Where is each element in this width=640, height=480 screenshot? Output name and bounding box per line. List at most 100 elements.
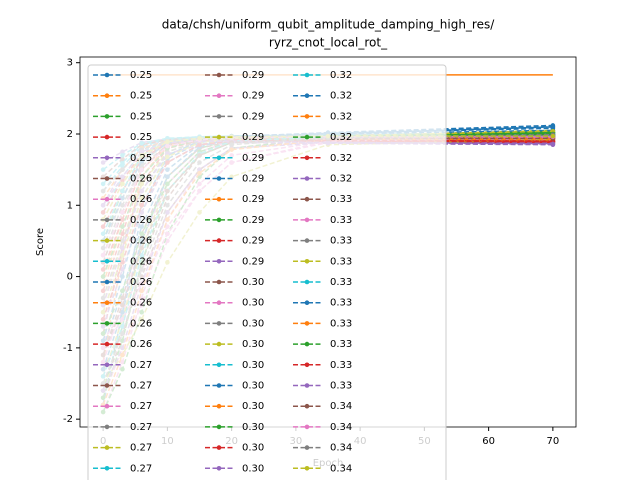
legend-marker xyxy=(216,466,222,471)
legend-marker xyxy=(304,155,310,161)
legend-marker xyxy=(304,259,310,264)
legend-label: 0.33 xyxy=(330,360,352,371)
legend-marker xyxy=(104,196,110,202)
legend-label: 0.25 xyxy=(130,132,152,143)
legend-marker xyxy=(216,321,222,326)
legend-marker xyxy=(104,259,110,264)
legend-label: 0.29 xyxy=(242,236,264,247)
legend-label: 0.30 xyxy=(242,298,264,309)
legend-marker xyxy=(104,424,110,430)
y-tick-label: 2 xyxy=(67,129,73,140)
legend-marker xyxy=(304,466,310,471)
legend-marker xyxy=(104,445,110,450)
x-tick-label: 60 xyxy=(482,436,495,447)
chart-title: data/chsh/uniform_qubit_amplitude_dampin… xyxy=(162,18,496,32)
legend-label: 0.32 xyxy=(330,111,352,122)
legend-marker xyxy=(104,383,110,388)
legend-marker xyxy=(104,134,110,140)
legend-label: 0.30 xyxy=(242,401,264,412)
legend-label: 0.30 xyxy=(242,463,264,474)
legend-label: 0.29 xyxy=(242,153,264,164)
legend-marker xyxy=(216,72,222,78)
legend-marker xyxy=(216,196,222,202)
legend-label: 0.29 xyxy=(242,91,264,102)
legend-label: 0.30 xyxy=(242,318,264,329)
legend-marker xyxy=(216,238,222,243)
legend-label: 0.29 xyxy=(242,111,264,122)
legend-label: 0.29 xyxy=(242,194,264,205)
legend-marker xyxy=(104,466,110,471)
point xyxy=(550,141,556,147)
point xyxy=(550,133,556,139)
legend-label: 0.26 xyxy=(130,174,152,185)
x-tick-label: 70 xyxy=(547,436,560,447)
legend-marker xyxy=(304,445,310,450)
legend-label: 0.30 xyxy=(242,339,264,350)
legend-marker xyxy=(104,176,110,181)
legend-label: 0.26 xyxy=(130,194,152,205)
legend-label: 0.32 xyxy=(330,132,352,143)
legend-label: 0.33 xyxy=(330,277,352,288)
legend-marker xyxy=(304,72,310,78)
legend-label: 0.26 xyxy=(130,236,152,247)
legend-marker xyxy=(104,72,110,78)
legend-label: 0.30 xyxy=(242,277,264,288)
legend-label: 0.27 xyxy=(130,422,152,433)
legend-marker xyxy=(304,362,310,368)
y-tick-label: 1 xyxy=(67,200,73,211)
y-tick-label: 0 xyxy=(67,272,73,283)
legend-marker xyxy=(104,155,110,161)
legend-marker xyxy=(304,321,310,326)
legend-marker xyxy=(104,114,110,119)
legend-label: 0.27 xyxy=(130,463,152,474)
legend-label: 0.29 xyxy=(242,70,264,81)
legend-marker xyxy=(304,134,310,140)
legend-marker xyxy=(104,362,110,368)
y-axis-label: Score xyxy=(35,228,46,256)
legend-label: 0.33 xyxy=(330,381,352,392)
legend-box xyxy=(87,64,447,480)
legend-marker xyxy=(104,279,110,285)
legend-marker xyxy=(216,93,222,98)
legend-label: 0.29 xyxy=(242,132,264,143)
legend-marker xyxy=(216,403,222,409)
legend-label: 0.34 xyxy=(330,443,352,454)
legend-label: 0.34 xyxy=(330,401,352,412)
legend-label: 0.34 xyxy=(330,422,352,433)
legend-marker xyxy=(216,259,222,264)
legend-marker xyxy=(304,279,310,285)
legend-marker xyxy=(304,196,310,202)
legend-marker xyxy=(216,176,222,181)
legend-marker xyxy=(216,217,222,223)
legend-label: 0.34 xyxy=(330,463,352,474)
legend-marker xyxy=(304,341,310,347)
legend-label: 0.33 xyxy=(330,194,352,205)
legend-label: 0.26 xyxy=(130,215,152,226)
legend-label: 0.33 xyxy=(330,318,352,329)
legend-marker xyxy=(216,300,222,306)
legend-label: 0.29 xyxy=(242,256,264,267)
y-tick-label: 3 xyxy=(67,58,73,69)
legend-marker xyxy=(104,321,110,326)
legend-marker xyxy=(104,238,110,243)
legend-marker xyxy=(304,176,310,181)
legend-label: 0.26 xyxy=(130,339,152,350)
legend-marker xyxy=(216,134,222,140)
legend-label: 0.33 xyxy=(330,236,352,247)
y-tick-label: -1 xyxy=(63,343,73,354)
legend-label: 0.33 xyxy=(330,256,352,267)
legend-marker xyxy=(104,341,110,347)
legend-label: 0.30 xyxy=(242,360,264,371)
legend-marker xyxy=(104,217,110,223)
legend-label: 0.27 xyxy=(130,360,152,371)
legend-label: 0.26 xyxy=(130,277,152,288)
legend-label: 0.25 xyxy=(130,111,152,122)
legend-marker xyxy=(304,424,310,430)
legend-marker xyxy=(216,341,222,347)
legend-label: 0.27 xyxy=(130,401,152,412)
legend: 0.25 0.25 0.25 0.25 0.25 0.26 0.26 0.26 0.26 0.26… xyxy=(87,64,447,480)
legend-marker xyxy=(216,445,222,450)
legend-label: 0.25 xyxy=(130,70,152,81)
legend-label: 0.32 xyxy=(330,91,352,102)
